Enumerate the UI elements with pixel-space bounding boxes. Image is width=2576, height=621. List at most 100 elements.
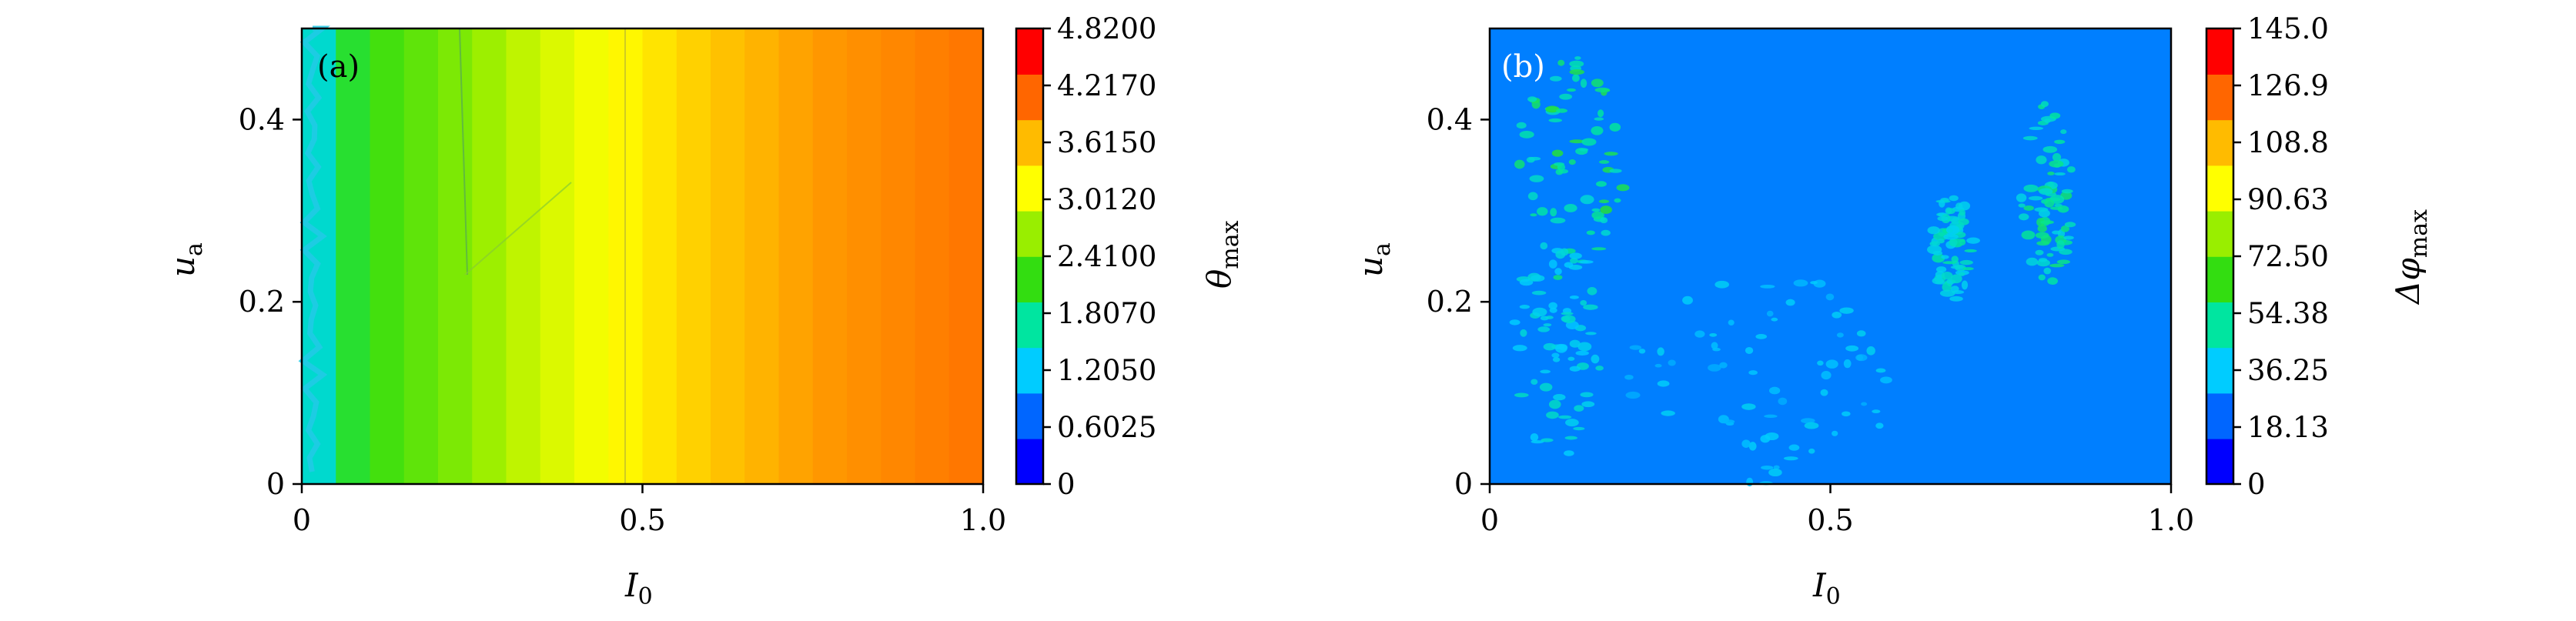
heatmap-blob [1509,319,1521,326]
colorbar-tick-label: 2.4100 [1057,240,1156,273]
colorbar-segment [2206,302,2233,349]
colorbar-segment [1016,210,1043,257]
colorbar-tick-label: 3.6150 [1057,126,1156,159]
heatmap-blob [1708,364,1721,372]
heatmap-blob [1810,281,1818,285]
heatmap-blob [1932,277,1944,285]
heatmap-blob [1580,392,1594,398]
heatmap-blob [1545,105,1560,113]
heatmap-blob [1712,347,1721,352]
panel-label-b: (b) [1501,49,1545,85]
heatmap-blob [1548,118,1563,122]
heatmap-blob [2018,213,2029,221]
heatmap-blob [1585,332,1597,336]
heatmap-blob [1745,346,1754,354]
x-axis-label-b: I0 [1812,566,1841,610]
heatmap-cell [847,28,882,484]
heatmap-blob [1624,374,1634,380]
heatmap-blob [1527,192,1538,201]
heatmap-blob [1548,399,1561,409]
heatmap-blob [1528,156,1541,161]
heatmap-blob [2061,189,2073,194]
colorbar-segment [1016,347,1043,394]
heatmap-blob [1773,465,1780,469]
colorbar-tick-label: 54.38 [2247,297,2329,330]
heatmap-blob [2038,258,2048,262]
heatmap-blob [1555,343,1567,353]
heatmap-blob [1519,305,1531,309]
heatmap-blob [1808,448,1815,454]
heatmap-blob [1820,389,1828,396]
colorbar-segment [2206,165,2233,212]
heatmap-blob [1817,360,1824,366]
heatmap-blob [1591,354,1600,364]
heatmap-blob [2064,222,2076,228]
heatmap-blob [2056,259,2070,265]
heatmap-blob [1941,255,1949,259]
heatmap-blob [1966,237,1980,244]
heatmap-background [1490,28,2171,484]
heatmap-blob [1861,402,1868,406]
heatmap-blob [1564,262,1574,268]
heatmap-blob [2043,267,2052,275]
heatmap-cell [574,28,610,484]
heatmap-blob [1550,75,1562,82]
heatmap-blob [1866,346,1875,356]
colorbar-label-a: θmax [1200,220,1244,289]
heatmap-cell [881,28,916,484]
heatmap-blob [1825,293,1835,301]
heatmap-blob [1531,290,1547,295]
colorbar-tick-label: 4.2170 [1057,69,1156,102]
heatmap-blob [1748,442,1757,451]
heatmap-blob [2023,205,2034,211]
heatmap-blob [1785,299,1795,306]
heatmap-blob [1532,307,1547,317]
heatmap-blob [1548,302,1557,309]
heatmap-blob [1625,391,1641,399]
heatmap-blob [1529,175,1544,182]
heatmap-blob [1719,362,1728,369]
heatmap-blob [1577,342,1592,352]
heatmap-blob [1721,419,1735,424]
heatmap-blob [1764,414,1778,419]
x-tick-label: 1.0 [960,503,1006,537]
heatmap-blob [1548,259,1557,269]
x-tick-label: 0 [1480,503,1499,537]
heatmap-blob [1661,410,1675,416]
heatmap-blob [1783,456,1798,461]
heatmap-blob [1927,226,1940,235]
colorbar-label-b: Δφmax [2389,209,2433,305]
heatmap-blob [2037,225,2047,232]
heatmap-blob [1964,249,1977,253]
colorbar-segment [2206,74,2233,121]
heatmap-blob [1519,279,1534,286]
heatmap-blob [1559,93,1573,100]
heatmap-blob [1591,125,1604,135]
heatmap-blob [2054,139,2066,145]
heatmap-blob [1586,230,1595,235]
heatmap-blob [2036,241,2050,246]
heatmap-blob [1571,74,1580,82]
heatmap-blob [1880,376,1892,384]
heatmap-cell [336,28,371,484]
y-tick-label: 0 [266,467,285,501]
heatmap-blob [1580,195,1594,205]
heatmap-blob [1932,253,1945,263]
heatmap-blob [1872,409,1881,414]
heatmap-blob [1598,199,1610,204]
heatmap-blob [1564,203,1577,212]
heatmap-cell [642,28,677,484]
heatmap-blob [2036,155,2047,165]
heatmap-blob [2040,101,2049,108]
heatmap-blob [2016,193,2027,202]
heatmap-blob [1530,213,1537,217]
heatmap-blob [1540,242,1548,250]
heatmap-blob [1598,160,1610,164]
heatmap-blob [2054,172,2066,176]
heatmap-blob [1711,342,1718,349]
heatmap-blob [1552,356,1561,362]
colorbar-tick-label: 1.2050 [1057,354,1156,387]
heatmap-blob [2049,263,2065,268]
heatmap-blob [1556,109,1568,113]
heatmap-blob [1516,122,1527,129]
